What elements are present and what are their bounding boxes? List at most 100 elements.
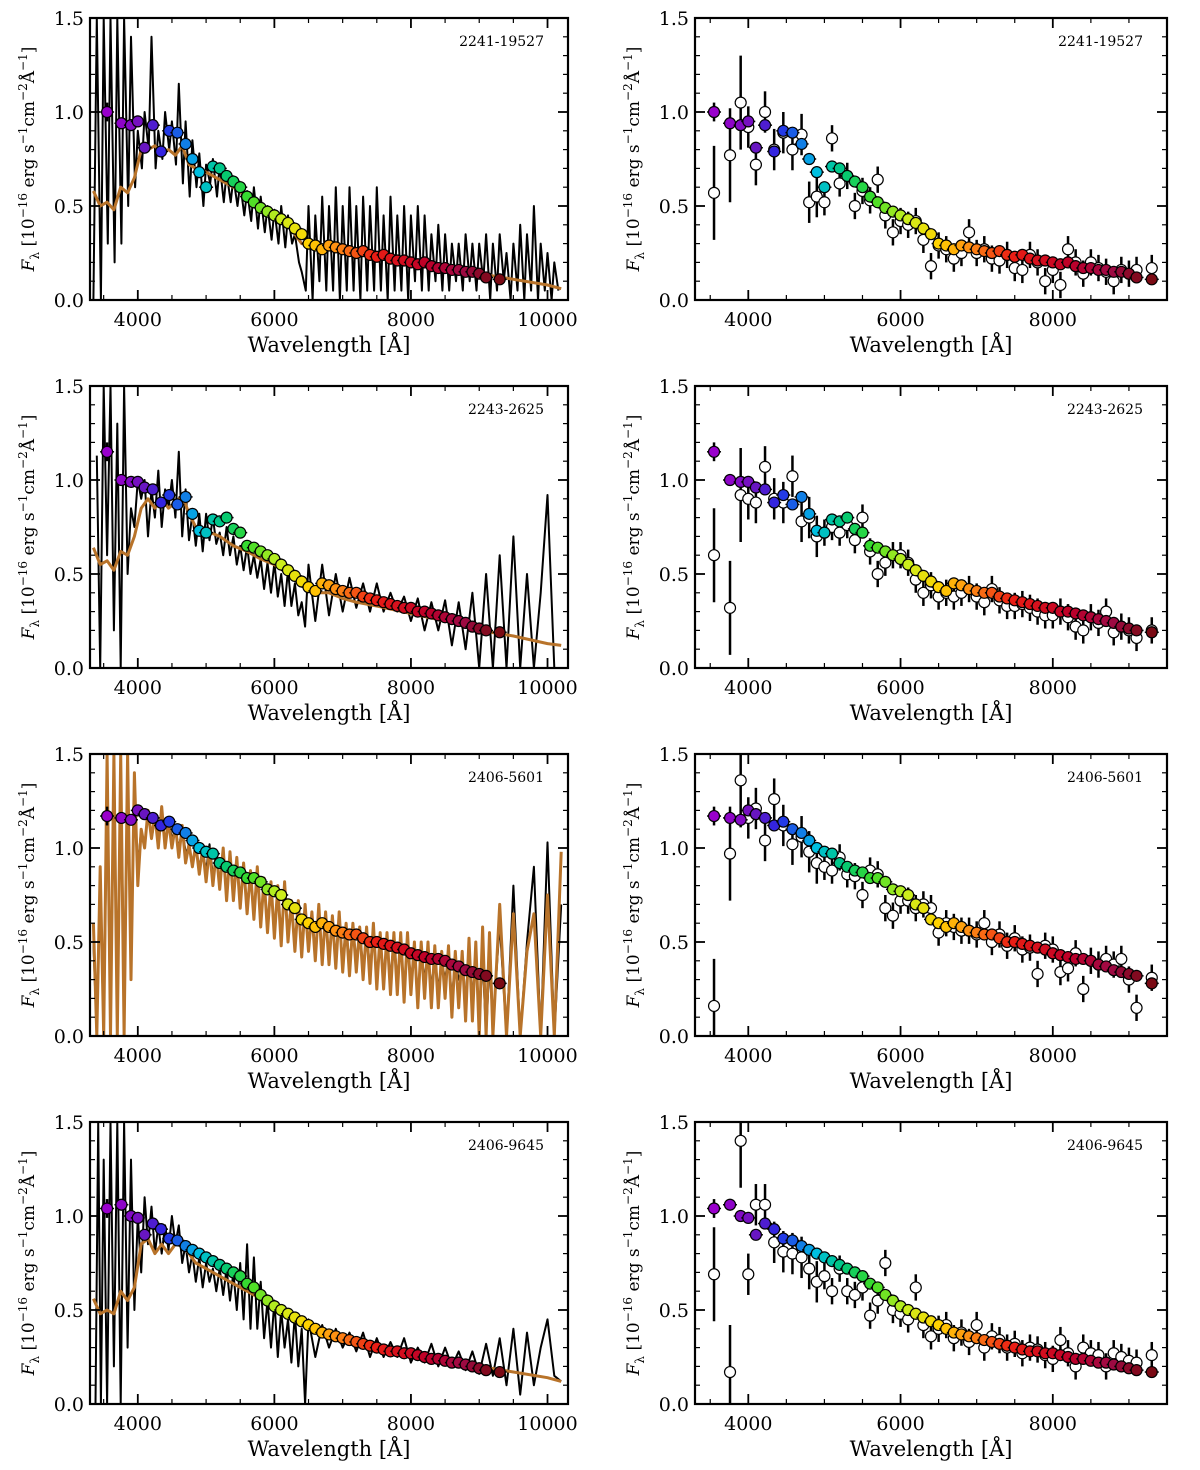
y-axis-title-part: cm (19, 469, 39, 495)
data-point-open (1145, 1349, 1158, 1362)
y-axis-title-part: −2 (621, 451, 635, 469)
panel-2243-2625-left: 4000 6000 8000 10000 0.0 0.5 1.0 1.5 2243-2625 Wa… (16, 376, 578, 725)
data-point (309, 584, 322, 598)
axes-frame (88, 1120, 570, 1406)
panel-id-label: 2406-5601 (1067, 770, 1143, 786)
y-axis-title-part: λ (633, 252, 647, 260)
y-tick-label: 0.0 (659, 658, 689, 680)
y-tick-label: 1.0 (54, 102, 84, 124)
data-point-open (1115, 952, 1128, 966)
data-point (186, 507, 199, 520)
data-point (879, 875, 892, 888)
data-point (193, 166, 206, 179)
data-point (146, 483, 159, 496)
data-point (100, 1202, 114, 1215)
data-point-open (749, 158, 763, 171)
data-point-open (818, 1270, 831, 1283)
y-axis-title-part: −16 (621, 929, 635, 954)
data-point (100, 105, 114, 119)
panel-2241-19527-right: 4000 6000 8000 0.0 0.5 1.0 1.5 2241-19527 Wavele… (621, 8, 1169, 357)
data-point (138, 141, 151, 154)
y-axis-title-part: −2 (621, 819, 635, 837)
data-point (742, 1211, 755, 1224)
y-tick-label: 1.0 (54, 838, 84, 860)
y-tick-label: 0.5 (659, 932, 689, 954)
data-point (1130, 969, 1143, 982)
y-axis-title-part: −1 (621, 1231, 635, 1249)
data-point-open (879, 1256, 892, 1270)
y-tick-label: 0.0 (659, 290, 689, 312)
data-point-open (962, 226, 976, 239)
y-axis-title-part: erg s (19, 512, 39, 561)
panel-id-label: 2243-2625 (1067, 402, 1143, 418)
y-tick-label: 0.0 (54, 1026, 84, 1048)
y-axis-title-part: [10 (624, 1322, 644, 1356)
y-axis-title-part: −1 (16, 495, 30, 513)
panel-2406-9645-left: 4000 6000 8000 10000 0.0 0.5 1.0 1.5 2406-9645 Wa… (16, 1112, 578, 1461)
data-point-open (1054, 278, 1067, 292)
data-point (131, 1211, 144, 1224)
data-point-open (707, 1268, 721, 1281)
y-axis-title-part: F (19, 626, 39, 640)
model-spectrum-black (92, 18, 560, 300)
x-tick-label: 4000 (724, 1045, 772, 1067)
data-point (777, 488, 790, 502)
x-tick-label: 4000 (724, 309, 772, 331)
data-point (275, 888, 288, 902)
y-axis-title-part: −2 (16, 83, 30, 101)
data-point (138, 1228, 151, 1241)
x-tick-label: 10000 (517, 1045, 577, 1067)
x-tick-label: 8000 (1029, 1413, 1077, 1435)
x-tick-label: 8000 (387, 1045, 435, 1067)
data-point (199, 181, 213, 194)
y-axis-title: Fλ [10−16 erg s−1cm−2Å−1] (621, 415, 647, 641)
data-point-open (886, 226, 900, 239)
y-tick-label: 0.0 (659, 1394, 689, 1416)
y-axis-title-part: [10 (19, 954, 39, 988)
y-axis-title-part: ] (624, 783, 644, 790)
y-tick-label: 0.5 (659, 1300, 689, 1322)
data-point (171, 498, 184, 511)
data-point-open (768, 793, 781, 806)
data-point-open (970, 1318, 983, 1332)
y-tick-label: 1.0 (659, 470, 689, 492)
y-tick-label: 0.5 (54, 564, 84, 586)
data-point (1130, 624, 1143, 637)
y-tick-label: 0.0 (659, 1026, 689, 1048)
data-point (940, 584, 953, 598)
y-axis-title-part: Å (18, 1174, 39, 1188)
axes-frame (693, 1120, 1169, 1406)
y-axis-title-part: −2 (16, 819, 30, 837)
panel-id-label: 2241-19527 (459, 34, 544, 50)
y-axis-title-part: λ (28, 988, 42, 996)
data-point-open (723, 149, 737, 162)
y-tick-label: 1.5 (659, 1112, 689, 1134)
data-point-open (734, 774, 747, 787)
data-point-open (1016, 263, 1029, 277)
data-point (234, 1270, 247, 1283)
axes-frame (693, 384, 1169, 670)
data-point-open (1077, 982, 1090, 996)
y-axis-title-part: −1 (621, 127, 635, 145)
y-axis-title-part: [10 (624, 586, 644, 620)
plot-area (91, 754, 563, 1036)
panel-2406-5601-left: 4000 6000 8000 10000 0.0 0.5 1.0 1.5 2406-5601 Wa… (16, 744, 578, 1093)
y-axis-title-part: [10 (624, 218, 644, 252)
panel-id-label: 2406-9645 (1067, 1138, 1143, 1154)
data-point (115, 1198, 128, 1211)
x-axis-title: Wavelength [Å] (248, 332, 411, 357)
y-axis-title-part: erg s (624, 512, 644, 561)
data-point-open (818, 196, 831, 209)
model-spectrum-black (95, 386, 556, 668)
y-tick-label: 0.0 (54, 658, 84, 680)
y-axis-title-part: −1 (16, 421, 30, 439)
y-axis-title-part: −16 (621, 1297, 635, 1322)
data-point (749, 141, 763, 154)
y-axis-title: Fλ [10−16 erg s−1cm−2Å−1] (621, 1151, 647, 1377)
y-axis-title-part: ] (19, 47, 39, 54)
data-point (479, 271, 493, 284)
data-point (742, 115, 755, 128)
data-point (803, 834, 816, 847)
y-axis-title: Fλ [10−16 erg s−1cm−2Å−1] (16, 47, 42, 273)
data-point (163, 815, 176, 828)
